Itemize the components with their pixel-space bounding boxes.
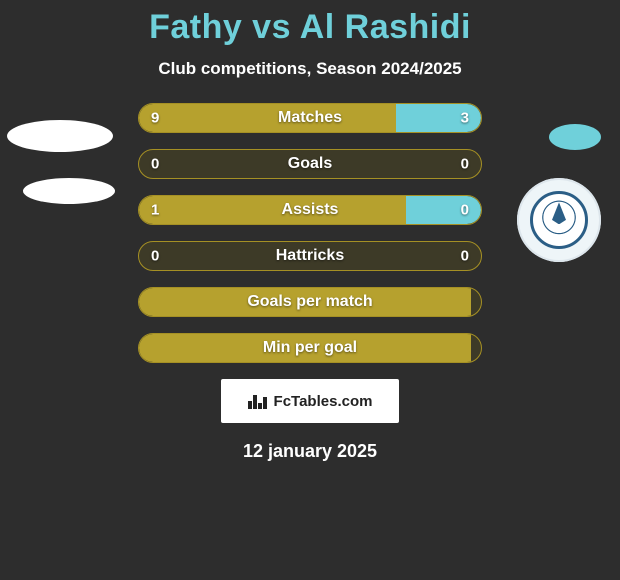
bar-left-value: 0: [151, 248, 159, 265]
stat-bar-assists: 1 0 Assists: [138, 195, 482, 225]
subtitle: Club competitions, Season 2024/2025: [0, 59, 620, 79]
comparison-card: Fathy vs Al Rashidi Club competitions, S…: [0, 0, 620, 462]
bar-left-value: 0: [151, 156, 159, 173]
bar-left-fill: [139, 104, 396, 132]
bar-right-value: 3: [461, 110, 469, 127]
stat-bar-goals-per-match: Goals per match: [138, 287, 482, 317]
bar-chart-icon: [248, 393, 268, 409]
stat-bar-goals: 0 0 Goals: [138, 149, 482, 179]
stat-bar-min-per-goal: Min per goal: [138, 333, 482, 363]
bar-right-fill: [406, 196, 481, 224]
player2-avatar-placeholder: [549, 124, 601, 150]
bar-label: Assists: [282, 201, 339, 219]
bar-label: Min per goal: [263, 339, 357, 357]
player2-club-crest: [517, 178, 601, 262]
stat-bars: 9 3 Matches 0 0 Goals 1 0 Assists 0 0 Hattricks Goal…: [138, 103, 482, 363]
bar-label: Goals per match: [247, 293, 372, 311]
player1-avatar-placeholder-1: [7, 120, 113, 152]
bar-label: Hattricks: [276, 247, 344, 265]
stat-bar-hattricks: 0 0 Hattricks: [138, 241, 482, 271]
page-title: Fathy vs Al Rashidi: [0, 8, 620, 47]
club-crest-icon: [530, 191, 588, 249]
player1-avatar-placeholder-2: [23, 178, 115, 204]
stat-bar-matches: 9 3 Matches: [138, 103, 482, 133]
logo-text: FcTables.com: [274, 393, 373, 410]
fctables-logo[interactable]: FcTables.com: [221, 379, 399, 423]
footer-date: 12 january 2025: [0, 441, 620, 462]
bar-left-value: 9: [151, 110, 159, 127]
bar-right-value: 0: [461, 248, 469, 265]
bar-label: Matches: [278, 109, 342, 127]
bar-right-value: 0: [461, 156, 469, 173]
bar-label: Goals: [288, 155, 332, 173]
bar-left-fill: [139, 196, 406, 224]
bar-left-value: 1: [151, 202, 159, 219]
bar-right-value: 0: [461, 202, 469, 219]
